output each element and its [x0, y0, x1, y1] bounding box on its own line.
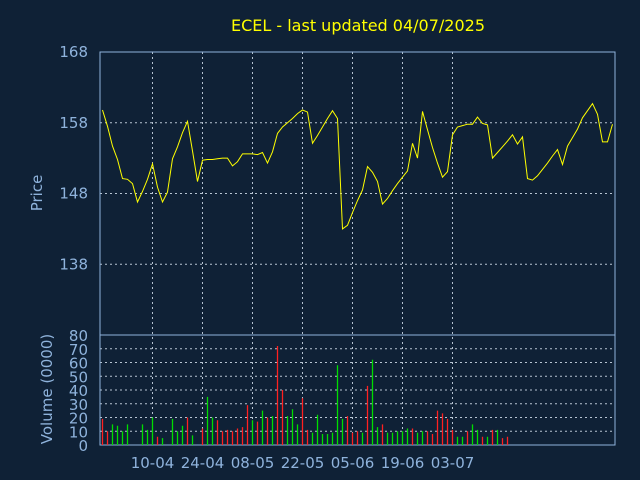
volume-tick-label: 40	[69, 382, 88, 400]
price-grid	[100, 51, 615, 265]
price-axis-ticks: 138 148 158 168	[59, 43, 88, 273]
price-axis-label: Price	[28, 175, 46, 212]
volume-tick-label: 60	[69, 355, 88, 373]
volume-tick-label: 30	[69, 396, 88, 414]
volume-plot-frame	[99, 334, 616, 446]
date-axis-ticks: 10-04 24-04 08-05 22-05 05-06 19-06 03-07	[131, 454, 475, 472]
date-tick-label: 03-07	[431, 454, 475, 472]
volume-tick-label: 70	[69, 341, 88, 359]
price-tick-label: 168	[59, 43, 88, 61]
price-series-line	[102, 102, 613, 230]
date-gridlines	[152, 52, 453, 445]
volume-tick-label: 20	[69, 410, 88, 428]
date-tick-label: 22-05	[281, 454, 325, 472]
price-tick-label: 148	[59, 185, 88, 203]
chart-title: ECEL - last updated 04/07/2025	[231, 16, 485, 35]
volume-tick-label: 0	[78, 437, 88, 455]
volume-tick-label: 80	[69, 327, 88, 345]
price-plot-frame	[99, 51, 616, 336]
date-tick-label: 10-04	[131, 454, 175, 472]
date-tick-label: 19-06	[381, 454, 425, 472]
price-tick-label: 158	[59, 114, 88, 132]
volume-tick-label: 50	[69, 368, 88, 386]
volume-tick-label: 10	[69, 423, 88, 441]
volume-bars	[101, 346, 509, 445]
volume-grid	[100, 348, 615, 432]
volume-axis-label: Volume (0000)	[38, 334, 56, 444]
date-tick-label: 08-05	[231, 454, 275, 472]
price-tick-label: 138	[59, 255, 88, 273]
date-tick-label: 05-06	[331, 454, 375, 472]
date-tick-label: 24-04	[181, 454, 225, 472]
